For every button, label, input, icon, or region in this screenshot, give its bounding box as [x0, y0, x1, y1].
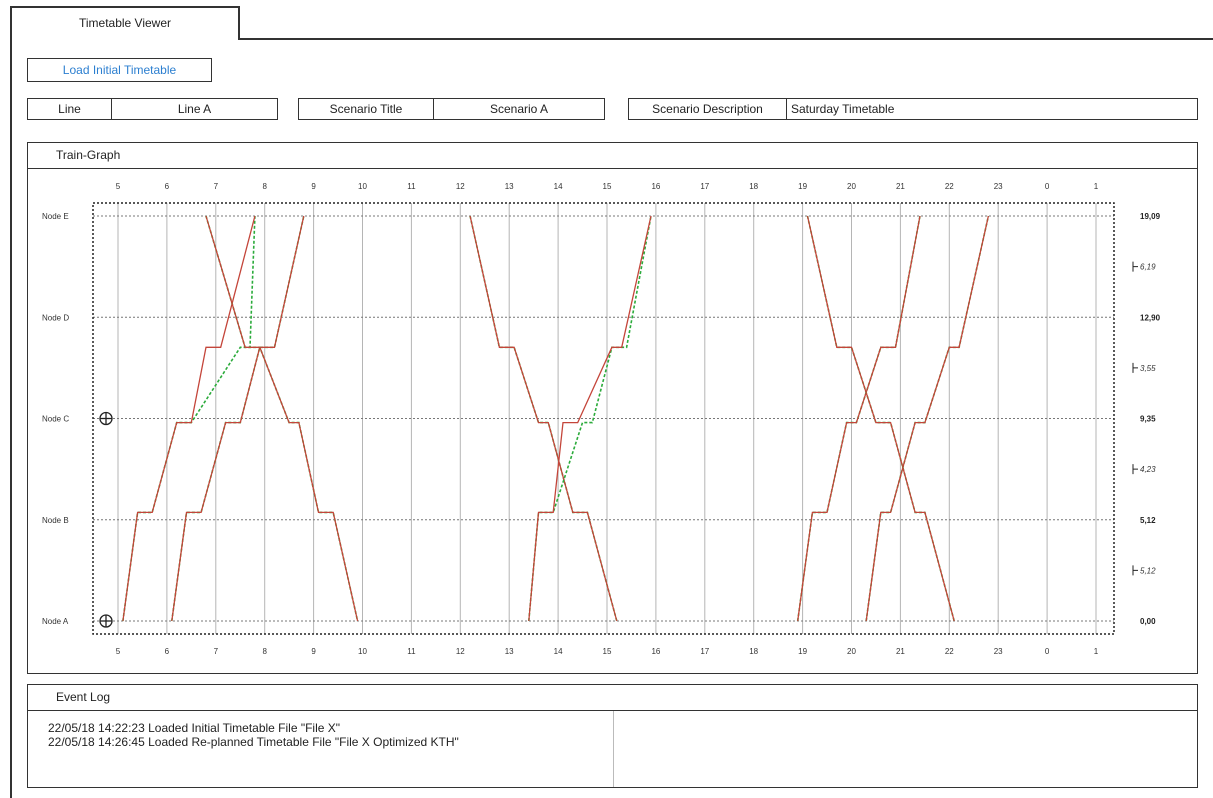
- replanned-train-path: [122, 215, 256, 622]
- plot-frame: [92, 202, 1115, 635]
- event-log-entry: 22/05/18 14:26:45 Loaded Re-planned Time…: [48, 735, 459, 749]
- node-label: Node B: [42, 516, 69, 525]
- replanned-train-path: [469, 215, 618, 622]
- x-tick-label-bottom: 21: [896, 647, 905, 656]
- train-graph-title: Train-Graph: [28, 143, 1197, 169]
- replanned-train-path: [528, 215, 652, 622]
- x-tick-label-bottom: 15: [603, 647, 612, 656]
- x-tick-label-bottom: 23: [994, 647, 1003, 656]
- line-field: Line Line A: [27, 98, 278, 120]
- scenario-title-field: Scenario Title Scenario A: [298, 98, 605, 120]
- x-tick-label-bottom: 13: [505, 647, 514, 656]
- x-tick-label-top: 22: [945, 182, 954, 191]
- x-tick-label-bottom: 6: [165, 647, 170, 656]
- train-graph-chart: 5566778899101011111212131314141515161617…: [42, 182, 1161, 656]
- x-tick-label-bottom: 0: [1045, 647, 1050, 656]
- node-label: Node C: [42, 415, 69, 424]
- scenario-description-field: Scenario Description Saturday Timetable: [628, 98, 1198, 120]
- x-tick-label-top: 8: [262, 182, 267, 191]
- event-log-list: 22/05/18 14:22:23 Loaded Initial Timetab…: [28, 711, 614, 787]
- scenario-description-label: Scenario Description: [629, 99, 787, 119]
- replanned-train-path: [205, 215, 359, 622]
- x-tick-label-bottom: 14: [554, 647, 563, 656]
- x-tick-label-top: 19: [798, 182, 807, 191]
- segment-length-label: 5,12: [1140, 566, 1156, 575]
- load-initial-timetable-button[interactable]: Load Initial Timetable: [27, 58, 212, 82]
- x-tick-label-bottom: 20: [847, 647, 856, 656]
- node-position-label: 5,12: [1140, 516, 1156, 525]
- x-tick-label-top: 10: [358, 182, 367, 191]
- x-tick-label-bottom: 10: [358, 647, 367, 656]
- replanned-train-path: [806, 215, 955, 622]
- x-tick-label-top: 17: [700, 182, 709, 191]
- event-log-entry: 22/05/18 14:22:23 Loaded Initial Timetab…: [48, 721, 341, 735]
- x-tick-label-bottom: 16: [651, 647, 660, 656]
- node-label: Node A: [42, 617, 69, 626]
- tab-timetable-viewer[interactable]: Timetable Viewer: [10, 6, 240, 40]
- x-tick-label-top: 1: [1094, 182, 1099, 191]
- x-tick-label-top: 23: [994, 182, 1003, 191]
- x-tick-label-bottom: 5: [116, 647, 121, 656]
- segment-length-label: 3,55: [1140, 364, 1156, 373]
- event-log-detail: [614, 711, 1197, 787]
- x-tick-label-top: 20: [847, 182, 856, 191]
- x-tick-label-top: 11: [407, 182, 416, 191]
- x-tick-label-bottom: 1: [1094, 647, 1099, 656]
- x-tick-label-top: 5: [116, 182, 121, 191]
- scenario-title-value[interactable]: Scenario A: [489, 102, 549, 116]
- x-tick-label-bottom: 11: [407, 647, 416, 656]
- x-tick-label-bottom: 7: [214, 647, 219, 656]
- x-tick-label-bottom: 22: [945, 647, 954, 656]
- x-tick-label-bottom: 12: [456, 647, 465, 656]
- x-tick-label-bottom: 17: [700, 647, 709, 656]
- x-tick-label-top: 18: [749, 182, 758, 191]
- replanned-train-path: [865, 215, 990, 622]
- x-tick-label-top: 15: [603, 182, 612, 191]
- line-value[interactable]: Line A: [177, 102, 212, 116]
- node-position-label: 12,90: [1140, 313, 1161, 322]
- x-tick-label-top: 21: [896, 182, 905, 191]
- x-tick-label-bottom: 8: [262, 647, 267, 656]
- x-tick-label-top: 9: [311, 182, 316, 191]
- scenario-title-label: Scenario Title: [299, 99, 434, 119]
- node-label: Node E: [42, 212, 69, 221]
- event-log-title: Event Log: [28, 685, 1197, 711]
- viewer-frame: [10, 38, 1213, 798]
- segment-length-label: 6,19: [1140, 263, 1156, 272]
- x-tick-label-bottom: 19: [798, 647, 807, 656]
- line-label: Line: [28, 99, 112, 119]
- scenario-description-value[interactable]: Saturday Timetable: [791, 102, 895, 116]
- x-tick-label-bottom: 18: [749, 647, 758, 656]
- x-tick-label-bottom: 9: [311, 647, 316, 656]
- replanned-train-path: [171, 215, 305, 622]
- x-tick-label-top: 14: [554, 182, 563, 191]
- node-position-label: 9,35: [1140, 415, 1156, 424]
- x-tick-label-top: 6: [165, 182, 170, 191]
- segment-length-label: 4,23: [1140, 465, 1156, 474]
- node-position-label: 0,00: [1140, 617, 1156, 626]
- x-tick-label-top: 7: [214, 182, 219, 191]
- x-tick-label-top: 16: [651, 182, 660, 191]
- expand-node-icon[interactable]: [99, 411, 113, 426]
- node-label: Node D: [42, 313, 69, 322]
- x-tick-label-top: 12: [456, 182, 465, 191]
- x-tick-label-top: 13: [505, 182, 514, 191]
- node-position-label: 19,09: [1140, 212, 1161, 221]
- replanned-train-path: [797, 215, 921, 622]
- train-graph-panel: Train-Graph 5 5 6 6 7 7 8 8 9 9 10 10 11 11 12 12 13 13 14…: [27, 142, 1198, 674]
- expand-node-icon[interactable]: [99, 614, 113, 628]
- event-log-panel: Event Log 22/05/18 14:22:23 Loaded Initi…: [27, 684, 1198, 788]
- x-tick-label-top: 0: [1045, 182, 1050, 191]
